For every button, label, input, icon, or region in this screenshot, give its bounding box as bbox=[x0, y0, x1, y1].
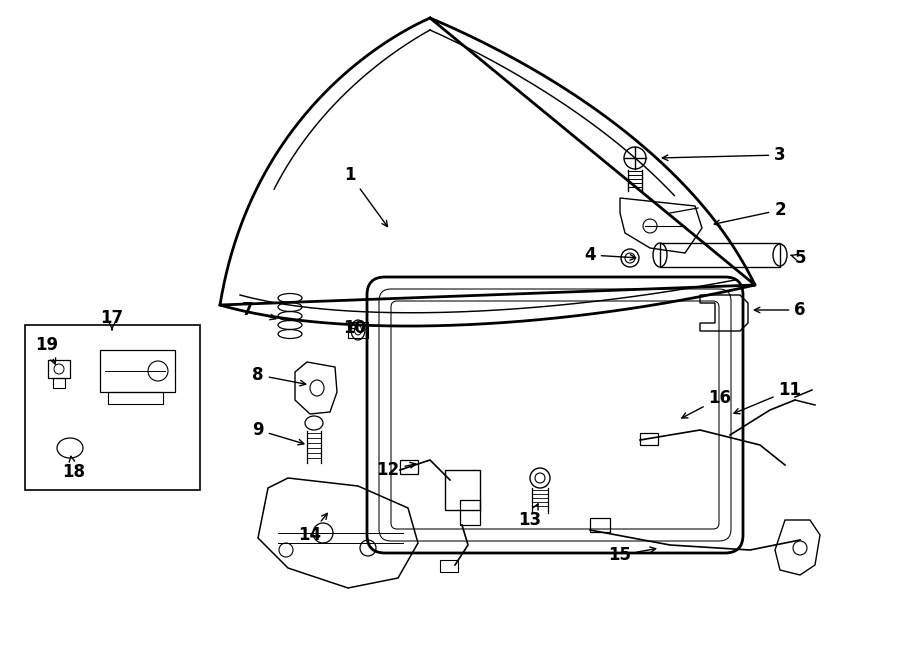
Text: 7: 7 bbox=[242, 301, 276, 320]
Text: 18: 18 bbox=[62, 456, 86, 481]
Text: 17: 17 bbox=[101, 309, 123, 330]
Bar bbox=[48, 360, 70, 378]
Text: 6: 6 bbox=[754, 301, 806, 319]
Text: 15: 15 bbox=[608, 546, 656, 564]
Text: 1: 1 bbox=[344, 166, 388, 227]
Bar bbox=[445, 470, 480, 510]
Bar bbox=[590, 518, 610, 532]
Bar bbox=[460, 500, 480, 525]
Bar bbox=[53, 378, 65, 388]
Text: 4: 4 bbox=[584, 246, 635, 264]
Text: 8: 8 bbox=[252, 366, 306, 386]
Bar bbox=[640, 433, 658, 445]
Text: 13: 13 bbox=[518, 504, 542, 529]
Bar bbox=[348, 322, 368, 338]
Text: 16: 16 bbox=[682, 389, 732, 418]
Text: 3: 3 bbox=[662, 146, 786, 164]
Text: 2: 2 bbox=[715, 201, 786, 225]
Bar bbox=[440, 560, 458, 572]
Bar bbox=[108, 392, 163, 404]
Text: 10: 10 bbox=[344, 319, 366, 337]
Bar bbox=[100, 350, 175, 392]
Text: 11: 11 bbox=[734, 381, 802, 414]
Text: 9: 9 bbox=[252, 421, 304, 445]
Bar bbox=[25, 325, 200, 490]
Text: 14: 14 bbox=[299, 514, 328, 544]
Text: 19: 19 bbox=[35, 336, 58, 364]
Text: 5: 5 bbox=[791, 249, 806, 267]
Text: 12: 12 bbox=[376, 461, 416, 479]
Bar bbox=[400, 460, 418, 474]
Bar bbox=[660, 243, 780, 267]
